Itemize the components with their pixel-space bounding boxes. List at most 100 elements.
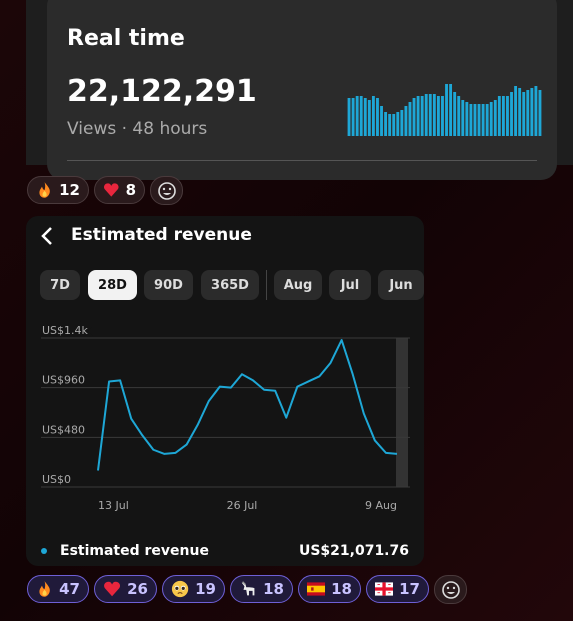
mini-bar bbox=[355, 96, 359, 136]
mini-bar bbox=[428, 94, 432, 136]
mini-bar bbox=[436, 96, 440, 136]
mini-bar bbox=[424, 94, 428, 136]
reaction[interactable]: 8 bbox=[94, 176, 145, 204]
mini-bar bbox=[371, 96, 375, 136]
reaction[interactable]: 18 bbox=[230, 575, 293, 603]
mini-bar bbox=[351, 98, 355, 136]
mini-bar bbox=[510, 92, 513, 136]
tab[interactable]: 7D bbox=[40, 270, 80, 300]
tab[interactable]: Jun bbox=[378, 270, 424, 300]
mini-bar bbox=[347, 98, 351, 136]
mini-bar bbox=[534, 86, 538, 136]
tab[interactable]: 28D bbox=[88, 270, 137, 300]
mini-bar bbox=[497, 96, 501, 136]
mini-bar bbox=[514, 86, 518, 136]
card-title: Estimated revenue bbox=[71, 225, 252, 245]
mini-bar bbox=[485, 104, 489, 136]
x-tick-label: 13 Jul bbox=[98, 499, 129, 512]
mini-bar bbox=[477, 104, 481, 136]
y-tick-label: US$960 bbox=[42, 374, 85, 387]
card-title: Real time bbox=[67, 26, 185, 51]
mini-bar bbox=[388, 114, 392, 136]
legend-dot bbox=[41, 548, 47, 554]
mini-bar bbox=[449, 84, 453, 136]
mini-bar-chart bbox=[347, 84, 542, 136]
goat-icon bbox=[241, 581, 255, 596]
mini-bar bbox=[522, 92, 526, 136]
revenue-line bbox=[97, 339, 398, 471]
mini-bar bbox=[457, 96, 461, 136]
reaction[interactable]: 26 bbox=[94, 575, 157, 603]
y-tick-label: US$1.4k bbox=[42, 324, 89, 337]
smiley-icon bbox=[441, 580, 460, 599]
smiley-icon bbox=[157, 181, 176, 200]
realtime-card: Real time 22,122,291 Views · 48 hours bbox=[47, 0, 557, 180]
legend-label: Estimated revenue bbox=[60, 543, 209, 559]
reaction[interactable]: 18 bbox=[298, 575, 361, 603]
mini-bar bbox=[453, 92, 457, 136]
mini-bar bbox=[376, 98, 379, 136]
heart-icon bbox=[104, 183, 119, 197]
mini-bar bbox=[420, 96, 424, 136]
tab-divider bbox=[266, 270, 267, 300]
reaction[interactable]: 12 bbox=[27, 176, 89, 204]
tab[interactable]: 365D bbox=[201, 270, 259, 300]
fire-icon bbox=[39, 581, 50, 597]
tab[interactable]: Jul bbox=[329, 270, 371, 300]
x-tick-label: 9 Aug bbox=[365, 499, 397, 512]
fire-icon bbox=[39, 182, 50, 198]
mini-bar bbox=[506, 96, 509, 136]
reaction[interactable]: 19 bbox=[162, 575, 225, 603]
add-reaction[interactable] bbox=[150, 176, 183, 205]
mini-bar bbox=[473, 104, 477, 136]
back-icon[interactable] bbox=[40, 226, 54, 246]
mini-bar bbox=[501, 96, 505, 136]
hover-band bbox=[396, 338, 408, 487]
add-reaction[interactable] bbox=[434, 575, 467, 604]
mini-bar bbox=[469, 104, 473, 136]
heart-icon bbox=[104, 581, 121, 597]
views-count: 22,122,291 bbox=[67, 74, 257, 109]
mini-bar bbox=[359, 96, 363, 136]
mini-bar bbox=[380, 106, 383, 136]
mini-bar bbox=[481, 104, 485, 136]
y-tick-label: US$0 bbox=[42, 473, 71, 486]
georgia-flag-icon bbox=[375, 582, 394, 596]
views-subtitle: Views · 48 hours bbox=[67, 119, 208, 139]
mini-bar bbox=[404, 106, 408, 136]
mini-bar bbox=[526, 90, 530, 136]
reaction-count: 17 bbox=[399, 580, 420, 598]
reaction[interactable]: 47 bbox=[27, 575, 89, 603]
x-tick-label: 26 Jul bbox=[227, 499, 258, 512]
tab[interactable]: 90D bbox=[144, 270, 193, 300]
divider bbox=[67, 160, 537, 161]
mini-bar bbox=[518, 88, 522, 136]
reaction[interactable]: 17 bbox=[366, 575, 429, 603]
mini-bar bbox=[441, 96, 444, 136]
mini-bar bbox=[530, 88, 534, 136]
mini-bar bbox=[363, 98, 367, 136]
tab[interactable]: Aug bbox=[274, 270, 322, 300]
reaction-count: 47 bbox=[59, 580, 80, 598]
mini-bar bbox=[384, 112, 388, 136]
reaction-count: 8 bbox=[125, 181, 136, 199]
mini-bar bbox=[538, 90, 542, 136]
y-tick-label: US$480 bbox=[42, 423, 85, 436]
mini-bar bbox=[445, 84, 448, 136]
mini-bar bbox=[432, 94, 436, 136]
mini-bar bbox=[392, 114, 396, 136]
pleading-icon bbox=[171, 580, 189, 598]
mini-bar bbox=[489, 102, 493, 136]
reaction-count: 12 bbox=[59, 181, 80, 199]
spain-flag-icon bbox=[307, 582, 326, 596]
reaction-count: 19 bbox=[195, 580, 216, 598]
mini-bar bbox=[416, 96, 420, 136]
revenue-card: Estimated revenue 7D 28D 90D 365D Aug Jul Jun … bbox=[26, 216, 424, 566]
mini-bar bbox=[461, 100, 465, 136]
reaction-count: 26 bbox=[127, 580, 148, 598]
mini-bar bbox=[400, 110, 404, 136]
mini-bar bbox=[493, 100, 497, 136]
mini-bar bbox=[465, 102, 469, 136]
mini-bar bbox=[412, 98, 416, 136]
